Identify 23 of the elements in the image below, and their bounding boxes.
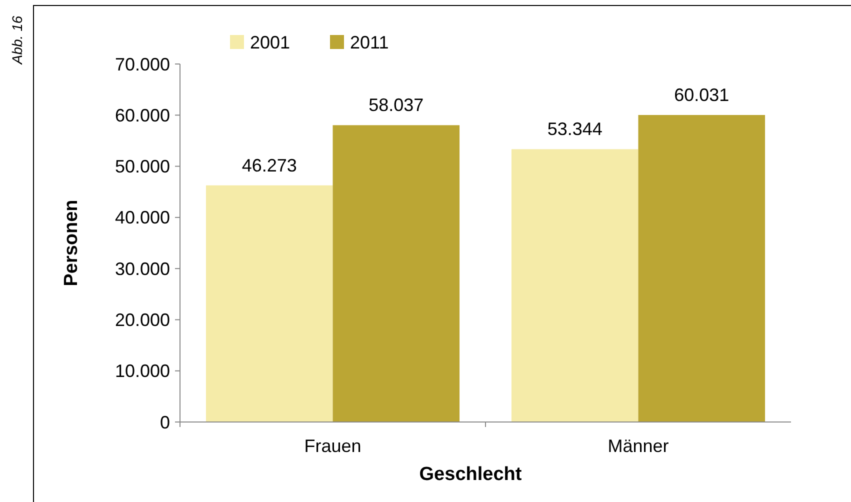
caption: Abb. 16 [9, 16, 25, 66]
data-label: 46.273 [242, 155, 297, 176]
y-axis-title: Personen [61, 200, 82, 286]
y-tick-label: 40.000 [114, 208, 170, 228]
bar [332, 125, 460, 422]
bar [511, 149, 638, 422]
y-tick-label: 20.000 [114, 310, 170, 330]
data-label: 53.344 [547, 119, 602, 140]
data-label: 58.037 [368, 95, 424, 116]
legend-label: 2001 [250, 32, 290, 52]
y-tick-label: 50.000 [114, 156, 170, 177]
legend-label: 2011 [350, 32, 389, 52]
data-label: 60.031 [674, 84, 730, 105]
y-tick-label: 10.000 [114, 361, 170, 382]
y-tick-label: 70.000 [114, 54, 170, 74]
bar [638, 114, 766, 422]
y-tick-label: 60.000 [114, 105, 170, 126]
x-axis-title: Geschlecht [419, 464, 522, 485]
y-tick-label: 0 [160, 412, 170, 432]
x-tick-label: Männer [608, 436, 669, 456]
y-tick-label: 30.000 [114, 258, 170, 279]
x-tick-label: Frauen [304, 436, 362, 456]
bar [206, 185, 333, 422]
